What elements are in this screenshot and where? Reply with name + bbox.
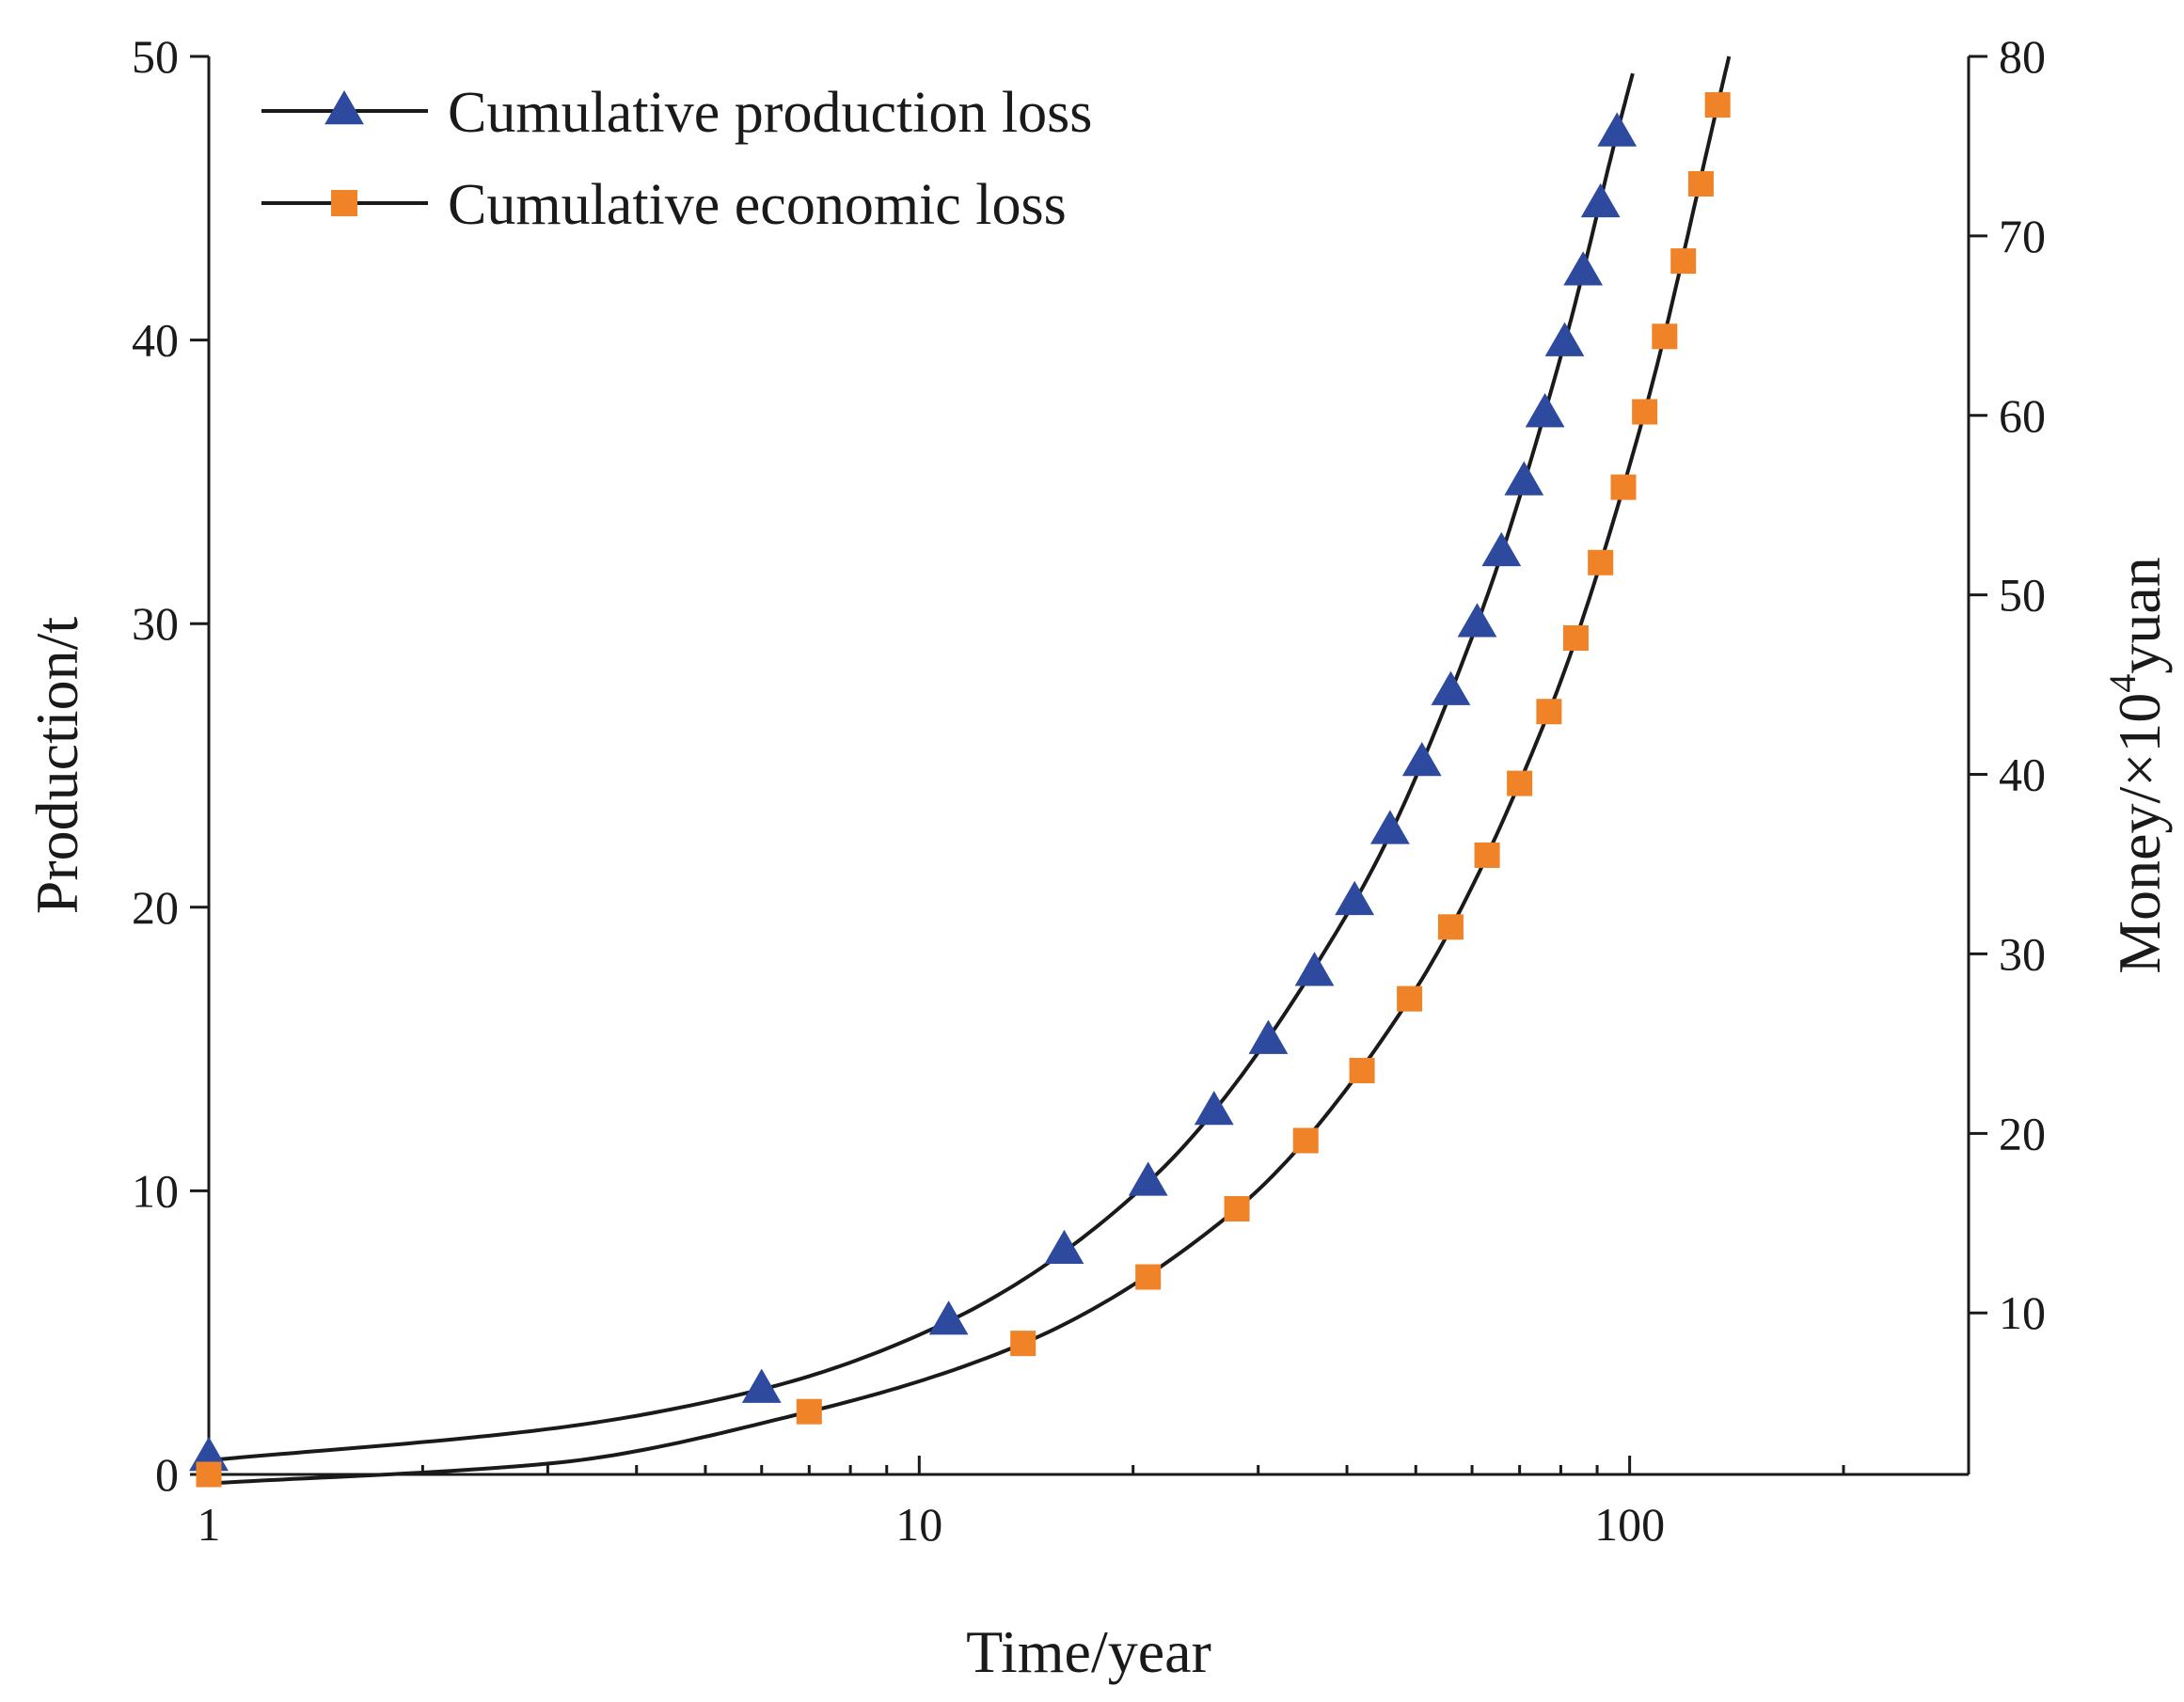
right-y-tick-label: 50: [1999, 569, 2046, 622]
economic-loss-marker: [1507, 770, 1533, 796]
production-loss-marker: [1401, 741, 1442, 777]
production-loss-marker: [1128, 1161, 1168, 1196]
x-tick-label: 100: [1594, 1498, 1665, 1551]
production-loss-marker: [1431, 670, 1471, 705]
production-loss-marker: [1044, 1229, 1084, 1265]
production-loss-marker: [1544, 322, 1585, 356]
production-loss-marker: [1457, 603, 1497, 638]
economic-loss-marker: [1632, 399, 1658, 425]
economic-loss-marker: [1292, 1127, 1319, 1154]
economic-loss-marker: [1536, 699, 1562, 725]
production-loss-marker: [1525, 393, 1565, 428]
economic-loss-marker: [1687, 171, 1714, 197]
production-loss-marker: [1563, 251, 1604, 286]
left-y-tick-label: 10: [132, 1164, 179, 1217]
right-y-tick-label: 30: [1999, 927, 2046, 980]
economic-loss-marker: [1670, 248, 1697, 275]
economic-loss-marker: [1474, 842, 1500, 868]
legend: Cumulative production loss Cumulative ec…: [261, 81, 1092, 237]
axes: [207, 56, 1970, 1476]
right-y-axis-title-suffix: yuan: [2106, 557, 2173, 673]
economic-loss-marker: [1010, 1331, 1037, 1357]
production-loss-marker: [1248, 1019, 1289, 1054]
legend-label-production: Cumulative production loss: [448, 81, 1092, 145]
economic-loss-marker: [1224, 1195, 1250, 1221]
production-loss-marker: [1597, 112, 1638, 147]
production-loss-curve: [208, 72, 1635, 1462]
economic-loss-marker: [1588, 549, 1614, 575]
right-y-tick-label: 80: [1999, 30, 2046, 83]
right-y-axis-title-prefix: Money/×10: [2106, 693, 2173, 974]
right-y-tick-label: 10: [1999, 1286, 2046, 1339]
economic-loss-curve: [208, 55, 1732, 1486]
right-y-tick-label: 70: [1999, 210, 2046, 262]
right-y-tick-label: 20: [1999, 1107, 2046, 1159]
economic-loss-marker: [1704, 92, 1731, 118]
production-loss-marker: [1370, 810, 1410, 844]
legend-entry-economic: Cumulative economic loss: [261, 173, 1067, 237]
series-markers: [189, 92, 1731, 1488]
legend-entry-production: Cumulative production loss: [261, 81, 1092, 145]
production-loss-marker: [1504, 461, 1544, 496]
economic-loss-marker: [1397, 985, 1423, 1012]
production-loss-marker: [741, 1368, 782, 1403]
production-loss-marker: [1294, 952, 1335, 986]
right-y-axis-title-superscript: 4: [2101, 674, 2144, 693]
right-y-axis-title: Money/×104yuan: [2101, 557, 2173, 974]
production-loss-marker: [928, 1300, 969, 1335]
production-loss-marker: [1481, 531, 1522, 567]
x-ticks: 1 10 100: [198, 1456, 1845, 1551]
economic-loss-marker: [796, 1398, 822, 1425]
right-y-ticks: 10 20 30 40 50 60 70 80: [1969, 30, 2046, 1339]
economic-loss-marker: [1437, 914, 1464, 940]
left-y-tick-label: 40: [132, 314, 179, 367]
right-y-tick-label: 60: [1999, 389, 2046, 442]
production-loss-marker: [1580, 182, 1621, 218]
legend-label-economic: Cumulative economic loss: [448, 173, 1067, 237]
left-y-axis-title: Production/t: [24, 617, 90, 915]
x-axis-title: Time/year: [966, 1618, 1211, 1685]
legend-square-marker: [331, 190, 357, 216]
left-y-ticks: 0 10 20 30 40 50: [132, 30, 209, 1501]
right-y-tick-label: 40: [1999, 749, 2046, 801]
left-y-tick-label: 50: [132, 30, 179, 83]
x-tick-label: 1: [198, 1498, 221, 1551]
left-y-tick-label: 30: [132, 597, 179, 650]
left-y-tick-label: 0: [155, 1448, 179, 1501]
production-loss-marker: [1194, 1090, 1234, 1126]
economic-loss-marker: [1562, 624, 1589, 651]
left-y-tick-label: 20: [132, 881, 179, 934]
legend-triangle-marker: [324, 90, 364, 125]
x-tick-label: 10: [895, 1498, 942, 1551]
economic-loss-marker: [196, 1461, 222, 1488]
economic-loss-marker: [1135, 1264, 1162, 1290]
economic-loss-marker: [1652, 323, 1678, 350]
production-loss-marker: [1335, 880, 1375, 916]
economic-loss-marker: [1349, 1058, 1375, 1084]
series-curves: [208, 55, 1732, 1486]
economic-loss-marker: [1610, 474, 1637, 500]
